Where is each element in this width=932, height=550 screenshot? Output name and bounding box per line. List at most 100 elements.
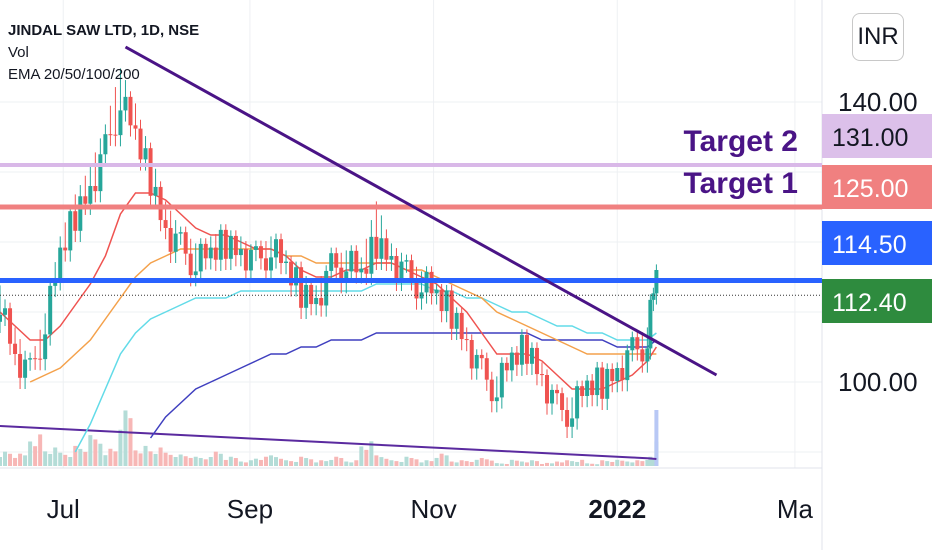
target2-price-box	[822, 114, 932, 158]
candle-body	[389, 256, 394, 260]
volume-bar	[544, 462, 549, 466]
candle-body	[73, 211, 78, 231]
x-tick-label: Jul	[47, 494, 80, 524]
volume-bar	[459, 460, 464, 466]
symbol-title[interactable]: JINDAL SAW LTD, 1D, NSE	[8, 22, 200, 39]
candle-body	[284, 261, 289, 263]
candle-body	[555, 389, 560, 394]
volume-bar	[575, 461, 580, 466]
volume-bar	[93, 439, 98, 466]
chart-legend: JINDAL SAW LTD, 1D, NSE Vol EMA 20/50/10…	[8, 20, 199, 86]
volume-bar	[163, 452, 168, 466]
volume-bar	[73, 445, 78, 466]
volume-bar	[424, 460, 429, 466]
volume-bar	[68, 457, 73, 466]
price-scale[interactable]: 131.00 125.00 114.50 112.40 140.00 100.00	[822, 87, 932, 397]
volume-bar	[514, 460, 519, 466]
volume-bar	[143, 445, 148, 466]
volume-bar	[539, 463, 544, 466]
ema-indicator-label[interactable]: EMA 20/50/100/200	[8, 66, 140, 83]
candle-body	[339, 267, 344, 283]
candle-body	[529, 347, 534, 364]
volume-bar	[63, 454, 68, 466]
vol-indicator-label[interactable]: Vol	[8, 44, 29, 61]
volume-bar	[645, 459, 650, 466]
volume-bar	[198, 458, 203, 466]
trendline[interactable]	[124, 45, 718, 377]
candle-body	[238, 249, 243, 256]
volume-bar	[349, 462, 354, 466]
candle-body	[138, 128, 143, 160]
volume-bar	[243, 462, 248, 466]
target1-price-label: 125.00	[832, 175, 908, 203]
candle-body	[248, 249, 253, 271]
candle-body	[148, 148, 153, 196]
candle-body	[419, 292, 424, 299]
candle-body	[645, 348, 650, 362]
ema-lines	[0, 192, 658, 453]
candle-body	[635, 337, 640, 350]
volume-bar	[429, 461, 434, 466]
candle-body	[404, 260, 409, 262]
volume-bar	[580, 459, 585, 466]
candle-body	[188, 253, 193, 276]
volume-bar	[379, 457, 384, 466]
target1-price-box	[822, 165, 932, 209]
last-price-box	[822, 279, 932, 323]
volume-bar	[268, 455, 273, 466]
volume-bar	[228, 456, 233, 466]
volume-bar	[499, 463, 504, 466]
volume-bar	[620, 460, 625, 466]
candle-body	[489, 379, 494, 402]
candle-body	[444, 290, 449, 312]
candle-body	[304, 284, 309, 308]
volume-bar	[153, 453, 158, 466]
volume-bar	[509, 459, 514, 466]
candle-body	[58, 247, 63, 280]
volume-bar	[43, 451, 48, 466]
volume-bar	[615, 459, 620, 466]
volume-bar	[48, 453, 53, 466]
volume-bar	[279, 458, 284, 466]
volume-bar	[524, 462, 529, 466]
candle-body	[439, 289, 444, 312]
candle-body	[550, 389, 555, 404]
candle-body	[379, 238, 384, 259]
volume-bar	[334, 456, 339, 466]
candle-body	[605, 368, 610, 399]
volume-bar	[600, 460, 605, 466]
candle-body	[651, 293, 656, 300]
candle-body	[610, 368, 615, 382]
candle-body	[514, 352, 519, 365]
volume-bar	[193, 456, 198, 466]
candle-body	[299, 267, 304, 308]
volume-bar	[178, 454, 183, 466]
y-tick-label: 140.00	[838, 87, 918, 117]
candle-body	[294, 267, 299, 286]
candle-body	[585, 380, 590, 396]
candle-body	[630, 337, 635, 351]
candle-body	[83, 196, 88, 204]
volume-bar	[414, 459, 419, 466]
volume-bar	[494, 463, 499, 466]
currency-button[interactable]: INR	[852, 13, 904, 61]
candle-body	[123, 96, 128, 111]
volume-bar	[138, 453, 143, 466]
volume-bar	[13, 457, 18, 466]
volume-bar	[263, 456, 268, 466]
candle-body	[258, 246, 263, 259]
candle-body	[158, 186, 163, 221]
volume-bar	[474, 459, 479, 466]
candle-body	[118, 110, 123, 136]
volume-bar	[38, 434, 43, 466]
candle-body	[504, 362, 509, 371]
candle-body	[334, 253, 339, 268]
volume-bar	[519, 461, 524, 466]
volume-bar	[168, 454, 173, 466]
candle-body	[615, 368, 620, 382]
candle-body	[595, 367, 600, 396]
candle-body	[539, 374, 544, 376]
volume-bar	[374, 455, 379, 466]
volume-bar	[439, 453, 444, 466]
